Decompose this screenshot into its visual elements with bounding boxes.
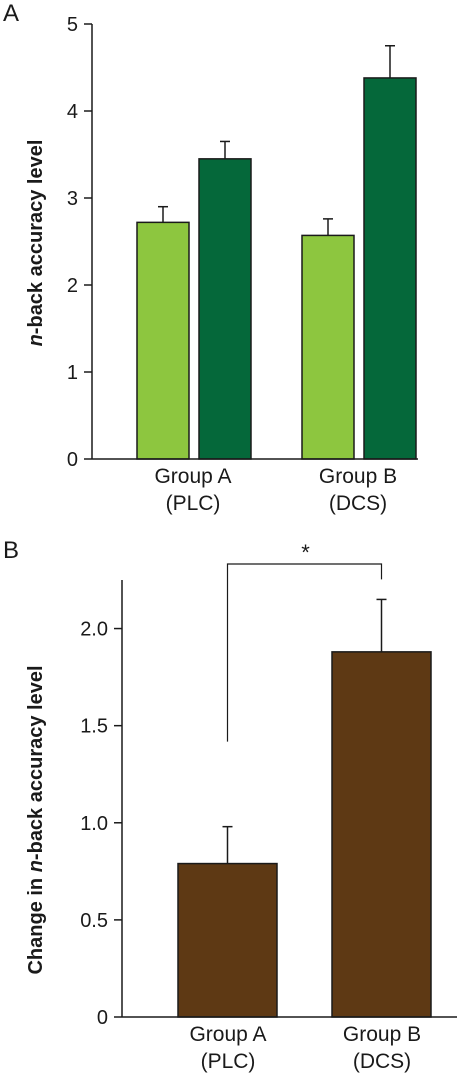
panel-b-category-label: Group B <box>343 1023 421 1046</box>
panel-a-y-tick-label: 5 <box>67 14 78 36</box>
panel-b-y-tick-label: 1.0 <box>80 813 108 835</box>
panel-a-y-tick-label: 0 <box>67 449 78 471</box>
significance-star: * <box>301 540 310 565</box>
panel-a-categories: Group A (PLC) Group B (DCS) <box>154 465 397 515</box>
panel-b-y-tick-label: 1.5 <box>80 716 108 738</box>
panel-b-category-label: Group A <box>189 1023 266 1046</box>
panel-b-bar <box>177 862 278 1018</box>
panel-b-ylabel: Change in n-back accuracy level <box>25 665 47 974</box>
panel-b-ylabel-italic: n <box>25 860 47 872</box>
panel-b-y-tick-label: 0.5 <box>80 910 108 932</box>
panel-a-bars <box>136 45 417 460</box>
panel-b-category-sublabel: (PLC) <box>201 1050 256 1073</box>
panel-a-category-label: Group A <box>154 465 231 488</box>
panel-a-bar <box>301 234 355 460</box>
panel-b-category-sublabel: (DCS) <box>353 1050 411 1073</box>
panel-b-categories: Group A (PLC) Group B (DCS) <box>189 1023 421 1073</box>
panel-a-y-tick-label: 4 <box>67 101 78 123</box>
panel-a-y-tick-label: 2 <box>67 275 78 297</box>
panel-a-ylabel-italic: n <box>25 334 47 346</box>
panel-b-y-tick-label: 2.0 <box>80 619 108 641</box>
significance-bracket-line <box>226 563 383 742</box>
panel-a: A n-back accuracy level 0 1 2 3 4 5 Group A (P… <box>3 0 418 515</box>
panel-b-ylabel-rest: -back accuracy level <box>25 665 47 860</box>
significance-bracket: * <box>226 540 383 742</box>
panel-a-y-axis: 0 1 2 3 4 5 <box>67 14 93 471</box>
panel-a-ylabel: n-back accuracy level <box>25 140 47 347</box>
panel-a-bar <box>136 221 190 460</box>
panel-a-y-tick-label: 1 <box>67 362 78 384</box>
panel-b-y-axis: 0 0.5 1.0 1.5 2.0 <box>80 580 123 1029</box>
panel-a-category-label: Group B <box>319 465 397 488</box>
panel-b-letter: B <box>3 537 19 564</box>
panel-a-ylabel-rest: -back accuracy level <box>25 140 47 335</box>
panel-b-ylabel-pre: Change in <box>25 872 47 974</box>
panel-a-y-tick-label: 3 <box>67 188 78 210</box>
panel-b-bar <box>331 651 432 1018</box>
panel-b-y-tick-label: 0 <box>97 1007 108 1029</box>
panel-a-letter: A <box>3 0 19 27</box>
panel-a-bar <box>363 77 417 460</box>
panel-b: B Change in n-back accuracy level 0 0.5 1.… <box>3 537 457 1073</box>
panel-a-bar <box>198 158 252 460</box>
panel-a-category-sublabel: (PLC) <box>166 492 221 515</box>
panel-b-bars <box>177 598 432 1018</box>
panel-a-category-sublabel: (DCS) <box>329 492 387 515</box>
